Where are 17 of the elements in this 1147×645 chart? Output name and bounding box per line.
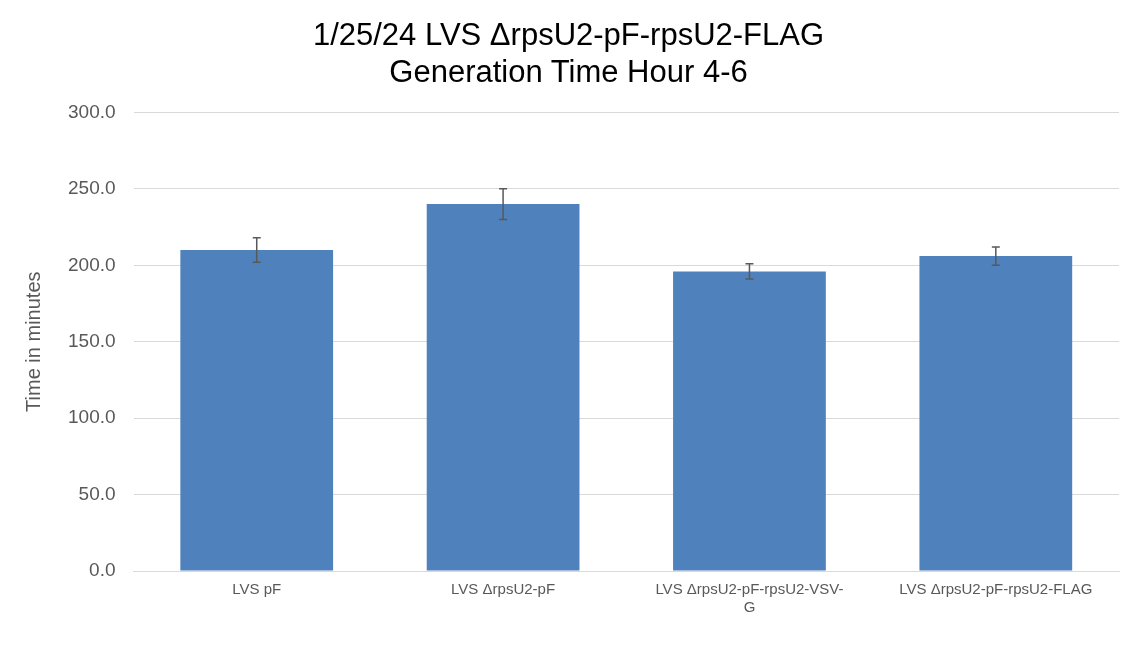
x-tick-label: LVS ΔrpsU2-pF-rpsU2-VSV-G (655, 580, 844, 616)
y-tick-label: 0.0 (89, 559, 116, 581)
bar (426, 204, 580, 571)
y-tick-label: 300.0 (68, 100, 116, 122)
x-tick-label: LVS pF (232, 580, 282, 598)
y-tick-label: 100.0 (68, 406, 116, 428)
bar (673, 271, 826, 571)
chart-title: 1/25/24 LVS ΔrpsU2-pF-rpsU2-FLAG Generation Time Hour 4-6 (312, 17, 825, 90)
bar (180, 249, 334, 571)
bar (919, 256, 1073, 571)
y-tick-label: 50.0 (78, 482, 116, 504)
y-tick-label: 200.0 (68, 253, 116, 275)
y-axis-title: Time in minutes (21, 271, 44, 412)
y-tick-label: 150.0 (68, 329, 116, 351)
x-tick-label: LVS ΔrpsU2-pF-rpsU2-FLAG (899, 580, 1093, 598)
y-tick-label: 250.0 (68, 177, 116, 199)
x-tick-label: LVS ΔrpsU2-pF (451, 580, 556, 598)
